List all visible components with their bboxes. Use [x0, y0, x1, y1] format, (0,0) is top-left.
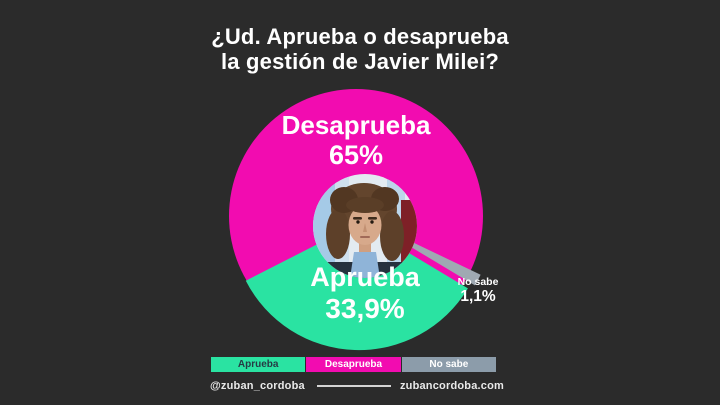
nosabe-callout: No sabe 1,1% [438, 276, 518, 306]
poll-title-line1: ¿Ud. Aprueba o desaprueba [211, 24, 509, 49]
desaprueba-label: Desaprueba [281, 110, 431, 140]
nosabe-label: No sabe [457, 276, 499, 288]
shirt-collar [350, 252, 380, 278]
desaprueba-value: 65% [328, 140, 384, 170]
mouth [360, 236, 370, 238]
hair-side-left [326, 209, 350, 259]
nose [363, 223, 367, 232]
eyebrow-right [368, 217, 377, 220]
slice-aprueba [245, 223, 468, 351]
legend-bar: Aprueba Desaprueba No sabe [211, 357, 496, 372]
eye-left [356, 220, 360, 224]
hair-fringe [346, 197, 384, 213]
footer-credits: @zuban_cordoba zubancordoba.com [210, 378, 504, 394]
legend-item-aprueba: Aprueba [211, 357, 306, 372]
footer-website: zubancordoba.com [399, 380, 504, 392]
poll-title: ¿Ud. Aprueba o desaprueba la gestión de … [0, 24, 720, 74]
eye-right [370, 220, 374, 224]
aprueba-value: 33,9% [325, 293, 405, 324]
footer-divider-line [316, 385, 391, 387]
nosabe-value: 1,1% [460, 288, 496, 305]
legend-item-nosabe: No sabe [401, 357, 496, 372]
pie-chart-svg [229, 89, 483, 351]
aprueba-label: Aprueba [310, 262, 420, 292]
footer-handle: @zuban_cordoba [210, 380, 305, 392]
hair-side-right [380, 211, 404, 261]
poll-title-line2: la gestión de Javier Milei? [220, 49, 500, 74]
eyebrow-left [353, 217, 362, 220]
legend-item-desaprueba: Desaprueba [306, 357, 401, 372]
